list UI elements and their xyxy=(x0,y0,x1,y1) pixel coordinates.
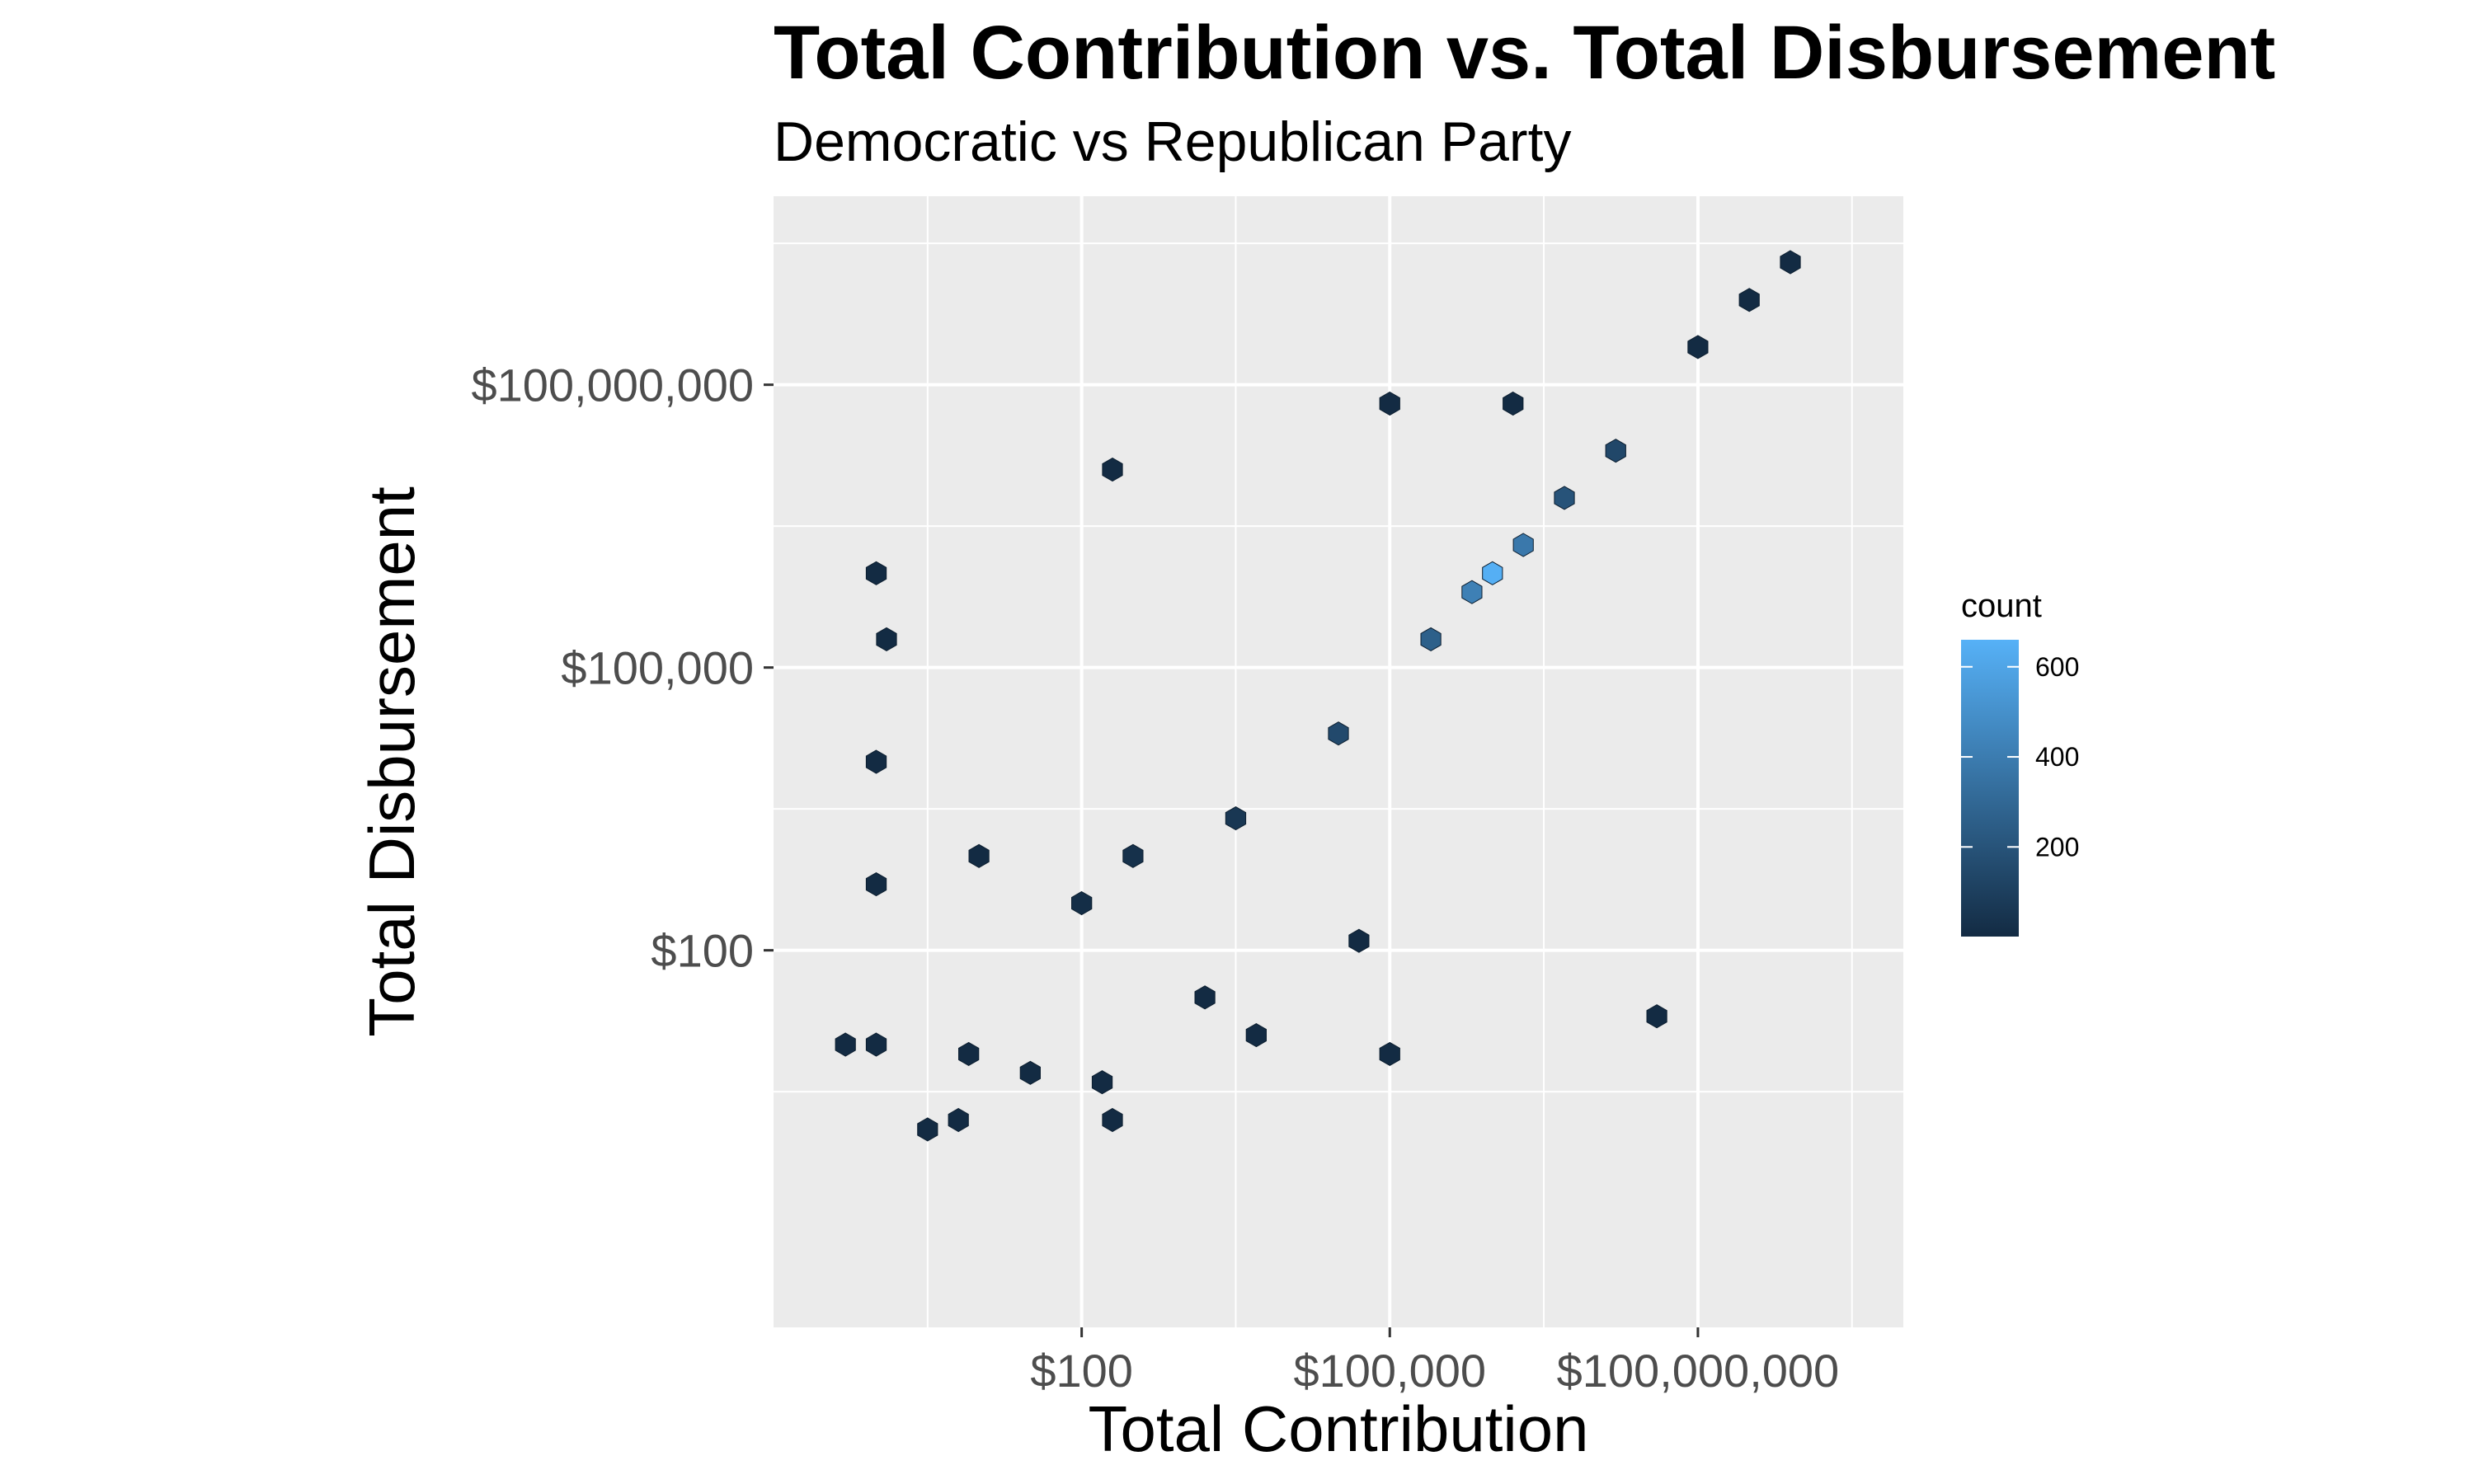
hexbin-cell xyxy=(1605,439,1626,463)
grid-lines xyxy=(774,196,1903,1327)
axes: $100 $100,000 $100,000,000 $100 $100,000 $100… xyxy=(471,359,1839,1397)
plot-panel xyxy=(774,196,1903,1327)
hexbin-cell xyxy=(1482,561,1503,585)
hexbin-cell xyxy=(1122,843,1144,868)
x-tick-label: $100,000 xyxy=(1293,1345,1486,1397)
hexbin-cell xyxy=(968,843,990,868)
hexbin-cell xyxy=(1379,1041,1400,1066)
hexbin-cell xyxy=(1461,580,1483,604)
hexbin-cell xyxy=(1071,890,1093,916)
hexbin-cell xyxy=(1348,928,1370,953)
legend-title: count xyxy=(1961,588,2042,624)
y-tick-label: $100,000 xyxy=(561,642,754,694)
x-tick-label: $100 xyxy=(1030,1345,1133,1397)
hexbin-cell xyxy=(1019,1060,1041,1085)
hexbin-cell xyxy=(1512,533,1534,557)
hexbin-cell xyxy=(865,561,887,585)
legend-break-label: 400 xyxy=(2035,742,2079,772)
hexbin-layer xyxy=(835,250,1801,1142)
hexbin-cell xyxy=(1738,288,1760,312)
hexbin-cell xyxy=(1225,806,1247,831)
y-tick-label: $100 xyxy=(651,925,754,977)
legend-break-label: 600 xyxy=(2035,652,2079,682)
x-axis-title: Total Contribution xyxy=(1088,1392,1588,1465)
hexbin-cell xyxy=(948,1107,969,1133)
hexbin-cell xyxy=(1091,1070,1113,1095)
hexbin-cell xyxy=(865,872,887,897)
hexbin-cell xyxy=(1554,486,1575,510)
hexbin-cell xyxy=(958,1041,980,1066)
hexbin-cell xyxy=(865,1032,887,1057)
hexbin-cell xyxy=(917,1117,938,1142)
hexbin-cell xyxy=(835,1032,856,1057)
legend-color-bar xyxy=(1961,640,2019,937)
y-axis-title: Total Disbursement xyxy=(355,486,428,1037)
y-tick-label: $100,000,000 xyxy=(471,359,754,411)
color-legend: count 200 400 600 xyxy=(1961,588,2079,937)
hexbin-cell xyxy=(1687,335,1709,359)
hexbin-cell xyxy=(1780,250,1801,275)
hexbin-cell xyxy=(865,749,887,774)
chart-subtitle: Democratic vs Republican Party xyxy=(774,110,1571,173)
x-tick-label: $100,000,000 xyxy=(1557,1345,1840,1397)
hexbin-cell xyxy=(1102,1107,1123,1133)
hexbin-cell xyxy=(1646,1004,1667,1029)
chart-title: Total Contribution vs. Total Disbursemen… xyxy=(774,11,2275,95)
hexbin-cell xyxy=(1379,391,1400,416)
hexbin-cell xyxy=(1102,458,1123,482)
legend-break-label: 200 xyxy=(2035,832,2079,862)
hexbin-cell xyxy=(1503,391,1524,416)
hexbin-cell xyxy=(1245,1023,1267,1048)
hexbin-cell xyxy=(876,627,897,651)
hexbin-cell xyxy=(1328,721,1349,746)
hexbin-cell xyxy=(1194,985,1216,1010)
hexbin-cell xyxy=(1420,627,1442,651)
